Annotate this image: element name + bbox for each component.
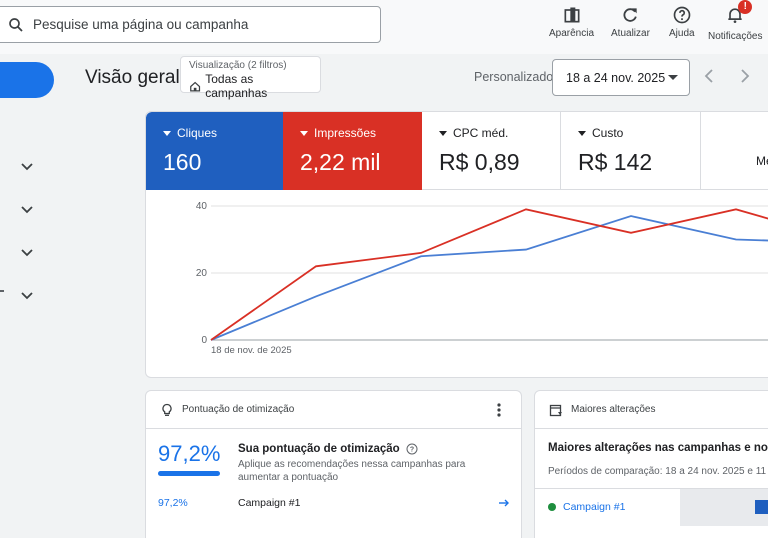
optimization-score-bar [158,471,220,476]
metric-more-label: Me [756,154,768,168]
series-line-2 [210,208,768,341]
top-bar: Aparência Atualizar Ajuda ! Notificações [0,0,768,54]
changes-card-header: Maiores alterações [535,391,768,429]
view-filter-value-row: Todas as campanhas [189,72,312,100]
date-range-select[interactable]: 18 a 24 nov. 2025 [552,59,690,96]
home-icon [190,81,201,91]
optimization-heading-text: Sua pontuação de otimização [238,443,400,455]
search-icon [9,17,23,32]
optimization-score: 97,2% [158,441,221,466]
chart-series [210,208,768,341]
chart-y-tick-labels: 0 20 40 [196,201,208,346]
performance-card: Cliques 160 Impressões 2,22 mil CPC méd.… [145,111,768,378]
metric-avg-cpc-value: R$ 0,89 [439,149,520,175]
notification-badge: ! [738,0,753,14]
changes-campaign-name[interactable]: Campaign #1 [563,501,626,513]
metric-cost-label: Custo [592,126,624,140]
y-tick-label: 20 [196,268,208,279]
metric-label: CPC méd. [439,126,560,140]
chevron-down-icon[interactable] [20,246,34,260]
optimization-description: Aplique as recomendações nessa campanhas… [238,459,466,483]
metric-avg-cpc-label: CPC méd. [453,126,509,140]
refresh-button[interactable]: Atualizar [611,5,650,39]
appearance-icon [564,7,580,23]
view-filter-value: Todas as campanhas [205,72,268,100]
changes-comparison: Períodos de comparação: 18 a 24 nov. 202… [548,466,768,477]
metric-label: Cliques [163,126,283,140]
performance-chart: 0 20 40 18 de nov. de 2025 [196,201,768,356]
chevron-down-icon[interactable] [20,289,34,303]
notifications-label: Notificações [708,31,763,42]
refresh-icon [624,8,638,22]
changes-row[interactable]: Campaign #1 [535,488,768,526]
series-line-1 [210,215,768,341]
metric-cost[interactable]: Custo R$ 142 [561,112,701,190]
view-filter-button[interactable]: Visualização (2 filtros) Todas as campan… [180,56,321,100]
metric-label: Impressões [300,126,422,140]
chevron-down-icon[interactable] [20,160,34,174]
changes-bar [755,500,768,514]
metric-clicks-label: Cliques [177,126,218,140]
dropdown-arrow-icon [668,75,678,80]
svg-text:?: ? [410,447,414,454]
help-icon[interactable]: ? [406,443,418,455]
date-range-value: 18 a 24 nov. 2025 [566,70,666,85]
metric-impressions-label: Impressões [314,126,377,140]
chevron-right-icon[interactable] [737,68,753,84]
more-vert-icon[interactable] [497,403,501,417]
campaign-score: 97,2% [158,497,188,509]
metric-label: Custo [578,126,700,140]
optimization-heading: Sua pontuação de otimização ? [238,443,418,455]
view-filter-label: Visualização (2 filtros) [189,60,287,71]
optimization-card-title: Pontuação de otimização [182,404,295,415]
help-icon [673,6,691,24]
caret-down-icon [578,130,586,136]
metric-cost-value: R$ 142 [578,149,653,175]
nav-indicator [0,290,4,292]
metric-clicks[interactable]: Cliques 160 [146,112,283,190]
y-tick-label: 40 [196,201,208,212]
nav-primary-button[interactable] [0,62,54,98]
refresh-label: Atualizar [611,28,650,39]
chevron-down-icon[interactable] [20,203,34,217]
y-tick-label: 0 [201,335,207,346]
metric-impressions-value: 2,22 mil [300,149,381,175]
changes-icon [549,404,562,416]
page-title: Visão geral [85,67,180,88]
appearance-label: Aparência [549,28,595,39]
chart-grid [211,205,768,341]
chevron-left-icon[interactable] [701,68,717,84]
optimization-score-card: Pontuação de otimização 97,2% Sua pontua… [145,390,522,538]
changes-card-title: Maiores alterações [571,404,656,415]
campaign-name[interactable]: Campaign #1 [238,497,301,509]
caret-down-icon [439,130,447,136]
caret-down-icon [163,130,171,136]
lightbulb-icon [162,403,172,416]
notifications-button[interactable]: ! Notificações [708,0,763,42]
search-box[interactable] [0,6,381,43]
status-dot [548,503,556,511]
metric-avg-cpc[interactable]: CPC méd. R$ 0,89 [422,112,561,190]
changes-bar-track [680,489,768,526]
metric-more[interactable]: Me [701,112,768,190]
chart-x-tick-label: 18 de nov. de 2025 [211,345,292,356]
caret-down-icon [300,130,308,136]
help-label: Ajuda [669,28,695,39]
metric-clicks-value: 160 [163,149,202,175]
changes-heading: Maiores alterações nas campanhas e nos g [548,442,768,454]
help-button[interactable]: Ajuda [669,5,695,39]
arrow-right-icon[interactable] [498,497,510,509]
biggest-changes-card: Maiores alterações Maiores alterações na… [534,390,768,538]
notifications-icon-wrap: ! [725,0,753,31]
appearance-button[interactable]: Aparência [549,5,594,39]
bell-icon [728,8,742,23]
optimization-card-header: Pontuação de otimização [146,391,521,429]
search-input[interactable] [33,17,353,32]
date-range-type: Personalizado [474,70,554,84]
metric-impressions[interactable]: Impressões 2,22 mil [283,112,422,190]
